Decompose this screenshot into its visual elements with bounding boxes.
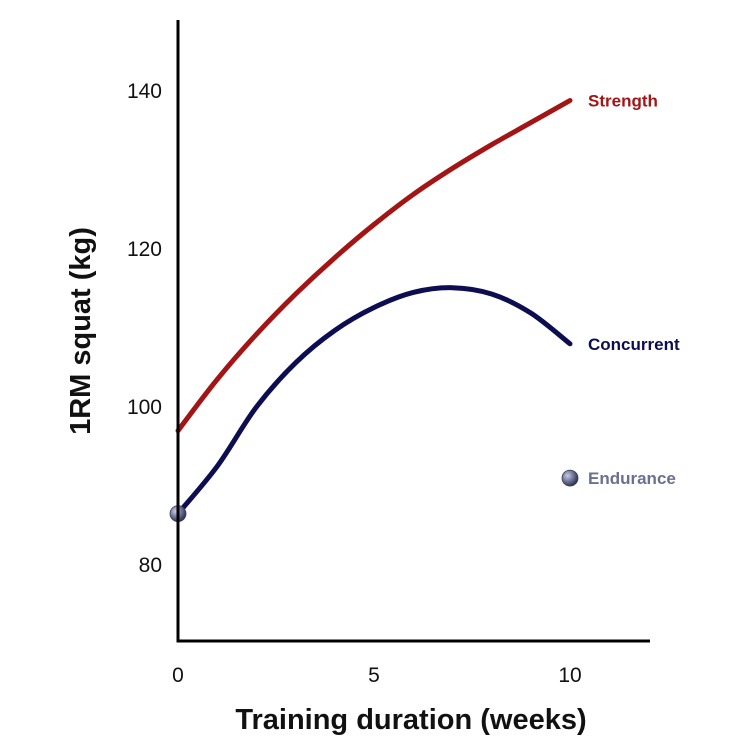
strength-series-label: Strength <box>588 91 658 110</box>
endurance-series-label: Endurance <box>588 469 676 488</box>
strength-line <box>175 98 573 434</box>
y-tick-label: 80 <box>139 554 162 577</box>
axes <box>176 20 650 643</box>
endurance-point-1 <box>561 469 579 487</box>
y-tick-label: 140 <box>127 80 162 103</box>
y-axis-title: 1RM squat (kg) <box>65 227 97 435</box>
x-tick-label: 0 <box>172 664 184 687</box>
y-tick-label: 100 <box>127 396 162 419</box>
tick-labels: 0 5 10 80 100 120 140 <box>127 80 582 687</box>
x-axis-title: Training duration (weeks) <box>235 704 586 736</box>
concurrent-series-label: Concurrent <box>588 335 680 354</box>
x-tick-label: 5 <box>368 664 380 687</box>
x-tick-label: 10 <box>558 664 581 687</box>
concurrent-line <box>175 285 573 517</box>
plot-points <box>169 469 579 523</box>
series-labels: Strength Concurrent Endurance <box>588 91 680 488</box>
y-tick-label: 120 <box>127 238 162 261</box>
plot-lines <box>175 98 573 517</box>
